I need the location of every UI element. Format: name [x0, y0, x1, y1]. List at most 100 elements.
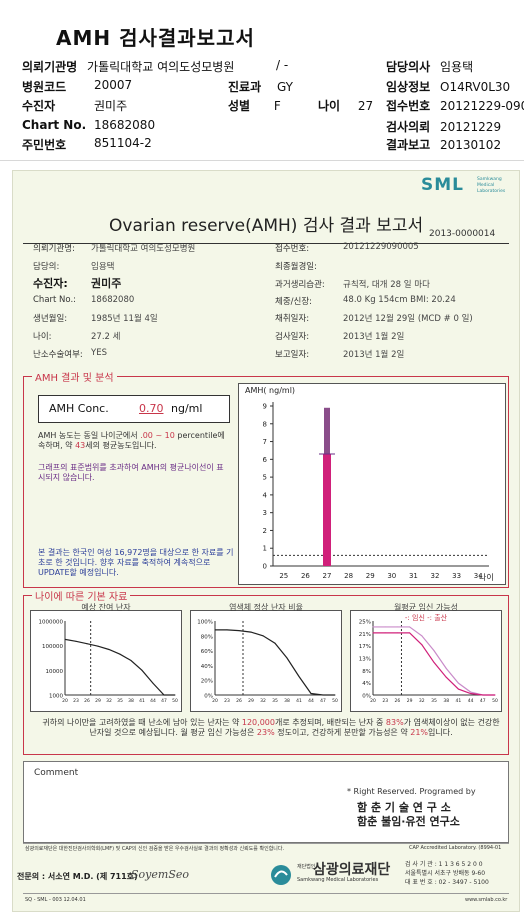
x-tick-label: 32	[260, 698, 266, 704]
data-point	[174, 694, 176, 696]
x-tick-label: 44	[308, 698, 314, 704]
amh-note: AMH 농도는 동일 나이군에서 .00 ~ 10 percentile에 속하…	[38, 431, 232, 451]
header-value: / -	[276, 58, 289, 72]
x-tick-label: 41	[296, 698, 302, 704]
summary-text: 건강하게 분만할 가능성은 약	[311, 728, 408, 737]
info-label: 생년월일:	[33, 314, 68, 324]
rights-text: * Right Reserved. Programed by	[347, 787, 476, 796]
info-value: 가톨릭대학교 여의도성모병원	[91, 244, 196, 254]
data-point	[286, 657, 288, 659]
data-point	[457, 688, 459, 690]
info-value: 2013년 1월 2일	[343, 350, 405, 360]
header-row: Chart No. 18682080	[22, 118, 155, 132]
header-row: 성별 F	[228, 97, 281, 114]
amh-conc-box: AMH Conc. 0.70 ng/ml	[38, 395, 230, 423]
pregnancy-chance-chart: 월평균 임신 가능성 -: 임신 -: 출산 25% 21% 17% 13% 8% 4% 0…	[350, 603, 502, 712]
header-row: 검사의뢰 20121229	[386, 118, 501, 135]
data-point	[298, 676, 300, 677]
header-label: 담당의사	[386, 60, 431, 74]
data-point	[130, 660, 132, 662]
header-label: 진료과	[228, 80, 262, 94]
data-point	[75, 640, 77, 642]
header-label: 수진자	[22, 99, 56, 113]
x-tick-label: 41	[456, 698, 462, 704]
x-tick-label: 27	[323, 572, 332, 580]
data-point	[384, 626, 386, 628]
y-tick-label: 9	[263, 403, 267, 411]
data-point	[470, 691, 472, 693]
x-tick-label: 38	[128, 698, 134, 704]
data-point	[119, 653, 121, 655]
data-point	[372, 626, 374, 628]
lab-name-1: 함 춘 기 술 연 구 소	[357, 801, 451, 814]
comment-box: Comment	[23, 761, 509, 843]
info-row: 생년월일: 1985년 11월 4일	[33, 312, 158, 324]
foundation-name-en: Samkwang Medical Laboratories	[297, 877, 379, 883]
y-tick-label: 7	[263, 438, 267, 446]
signer: 전문의 : 서소연 M.D. (제 711호)	[17, 872, 138, 881]
info-label: 체중/신장:	[275, 297, 313, 307]
form-number: SQ - SML - 003 12.04.01	[25, 897, 86, 903]
pregnancy-chance-svg: 25% 21% 17% 13% 8% 4% 0%20 23 26 29 32 35 38 41 44 47 50	[359, 620, 498, 705]
data-point	[421, 635, 423, 637]
x-tick-label: 28	[344, 572, 353, 580]
y-tick-label: 1000000	[39, 620, 64, 626]
header-row: 수진자 권미주	[22, 97, 127, 114]
data-point	[433, 650, 435, 652]
x-tick-label: 44	[150, 698, 156, 704]
foundation-prefix: 재단법인	[297, 864, 316, 870]
info-label: 최종월경일:	[275, 262, 317, 272]
foundation-name: 삼광의료재단	[313, 862, 391, 878]
note-text: percentile에 속하며, 약	[38, 431, 225, 450]
contact-line: 검 사 기 관 : 1 1 3 6 5 2 0 0	[405, 861, 483, 868]
x-tick-label: 23	[382, 698, 388, 704]
info-value: 임용택	[91, 262, 115, 272]
section-label: 나이에 따른 기본 자료	[32, 588, 131, 603]
y-tick-label: 10000	[46, 669, 64, 675]
contact-line: 서울특별시 서초구 방배동 9-60	[405, 870, 486, 877]
website: www.smlab.co.kr	[465, 897, 508, 903]
info-row: 수진자: 권미주	[33, 275, 121, 291]
info-label: 수진자:	[33, 277, 68, 290]
header-row: 임상정보 O14RV0L30	[386, 78, 510, 95]
header-value: 851104-2	[94, 136, 152, 150]
amh-conc-label: AMH Conc.	[49, 402, 109, 415]
x-tick-label: 50	[172, 698, 178, 704]
summary-text: 개로 추정되며, 배란되는 난자 중	[274, 718, 384, 727]
data-point	[152, 682, 154, 684]
data-point	[433, 661, 435, 663]
info-value: 2012년 12월 29일 (MCD # 0 일)	[343, 314, 473, 324]
header-value: 20121229-090	[440, 99, 524, 113]
data-point	[445, 676, 447, 678]
data-point	[86, 643, 88, 645]
summary-value: 23%	[256, 728, 275, 737]
title-divider	[23, 243, 509, 244]
y-tick-label: 6	[263, 456, 268, 464]
header-row: 의뢰기관명 가톨릭대학교 여의도성모병원	[22, 58, 234, 75]
x-tick-label: 33	[452, 572, 461, 580]
header-value: 27	[357, 99, 374, 113]
info-row: 보고일자: 2013년 1월 2일	[275, 348, 404, 360]
x-tick-label: 29	[407, 698, 413, 704]
y-tick-label: 100%	[197, 620, 213, 626]
report-header: AMH 검사결과보고서 의뢰기관명 가톨릭대학교 여의도성모병원 / - 담당의…	[0, 0, 524, 160]
x-tick-label: 20	[370, 698, 376, 704]
data-point	[163, 694, 165, 696]
summary-text: 가 염색체이상이 없는 건강한 난자일 것으로 예상됩니다. 월 평균 임신 가…	[89, 718, 500, 737]
data-point	[64, 638, 66, 640]
age-summary: 귀하의 나이만을 고려하였을 때 난소에 남아 있는 난자는 약 120,000…	[38, 718, 504, 738]
note-text: 세의 평균농도입니다.	[85, 441, 157, 450]
y-tick-label: 80%	[201, 634, 213, 640]
header-value: 가톨릭대학교 여의도성모병원	[87, 60, 235, 74]
amh-conc-value: 0.70	[139, 402, 164, 415]
x-tick-label: 38	[284, 698, 290, 704]
summary-value: 120,000	[241, 718, 275, 727]
chart-legend: -: 임신 -: 출산	[404, 614, 448, 622]
note-highlight: 43	[75, 441, 86, 450]
info-value: 2013년 1월 2일	[343, 332, 405, 342]
y-tick-label: 25%	[359, 620, 371, 626]
y-tick-label: 5	[263, 474, 267, 482]
amh-chart: AMH( ng/ml) 나이 0 1 2 3 4 5 6 7 8 9 25 26 27 28 29 30 31 3…	[238, 383, 506, 585]
series-line	[373, 632, 495, 696]
